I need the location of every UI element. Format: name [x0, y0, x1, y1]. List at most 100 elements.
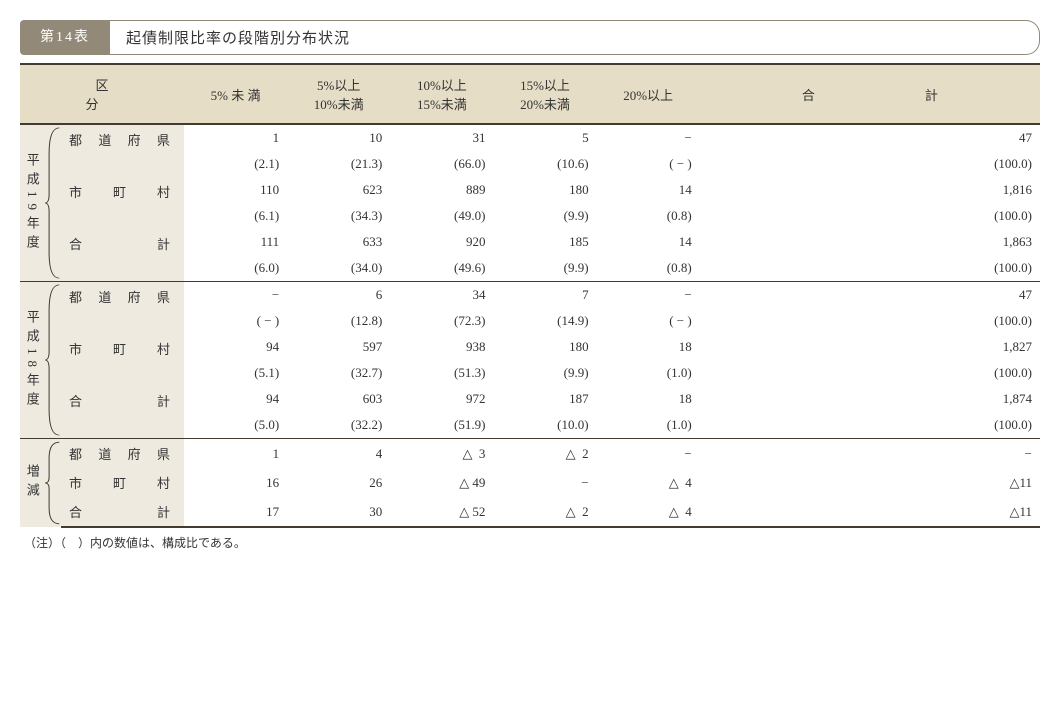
cell: (100.0) — [700, 360, 1040, 386]
cat-todo: 都 道 府 県 — [61, 439, 184, 469]
cell: 5 — [493, 124, 596, 151]
col-c5: 20%以上 — [597, 64, 700, 124]
cell: (1.0) — [597, 412, 700, 439]
cell: (10.0) — [493, 412, 596, 439]
cell: 180 — [493, 334, 596, 360]
h19-shi-v: 市 町 村 110 623 889 180 14 1,816 — [20, 177, 1040, 203]
cell: 16 — [184, 468, 287, 497]
cat-shi: 市 町 村 — [61, 177, 184, 229]
c3-l1: 10%以上 — [417, 78, 467, 93]
cell: 10 — [287, 124, 390, 151]
cell: 187 — [493, 386, 596, 412]
cell: 47 — [700, 282, 1040, 309]
h18-shi-v: 市 町 村 94 597 938 180 18 1,827 — [20, 334, 1040, 360]
cell: − — [597, 439, 700, 469]
cell: (9.9) — [493, 360, 596, 386]
cell: △11 — [700, 497, 1040, 527]
cell: 4 — [287, 439, 390, 469]
cell: (32.2) — [287, 412, 390, 439]
cell: (6.0) — [184, 255, 287, 282]
cell: (5.0) — [184, 412, 287, 439]
cell: 26 — [287, 468, 390, 497]
cell: 185 — [493, 229, 596, 255]
cell: (9.9) — [493, 203, 596, 229]
cat-gk: 合 計 — [61, 497, 184, 527]
cell: △ 49 — [390, 468, 493, 497]
cell: (72.3) — [390, 308, 493, 334]
h19-gk-v: 合 計 111 633 920 185 14 1,863 — [20, 229, 1040, 255]
cell: 18 — [597, 334, 700, 360]
cell: 1 — [184, 124, 287, 151]
table-14-wrapper: 第14表 起債制限比率の段階別分布状況 区 分 5% 未 満 5%以上 10%未… — [20, 20, 1040, 551]
cell: △ 4 — [597, 468, 700, 497]
cat-shi: 市 町 村 — [61, 334, 184, 386]
cell: 94 — [184, 386, 287, 412]
col-c1: 5% 未 満 — [184, 64, 287, 124]
header-row: 区 分 5% 未 満 5%以上 10%未満 10%以上 15%未満 15%以上 … — [20, 64, 1040, 124]
cell: (10.6) — [493, 151, 596, 177]
cell: (21.3) — [287, 151, 390, 177]
cell: (34.0) — [287, 255, 390, 282]
c2-l1: 5%以上 — [317, 78, 360, 93]
cell: 633 — [287, 229, 390, 255]
cell: (49.6) — [390, 255, 493, 282]
cell: (66.0) — [390, 151, 493, 177]
cell: 31 — [390, 124, 493, 151]
h18-todo-v: 平成18年度 都 道 府 県 − 6 34 7 − 47 — [20, 282, 1040, 309]
cell: (32.7) — [287, 360, 390, 386]
cell: (14.9) — [493, 308, 596, 334]
cell: (49.0) — [390, 203, 493, 229]
cell: − — [700, 439, 1040, 469]
cell: − — [184, 282, 287, 309]
cell: ( − ) — [597, 151, 700, 177]
cell: 603 — [287, 386, 390, 412]
cell: − — [493, 468, 596, 497]
cell: (100.0) — [700, 412, 1040, 439]
cat-shi: 市 町 村 — [61, 468, 184, 497]
cell: (51.3) — [390, 360, 493, 386]
cell: (5.1) — [184, 360, 287, 386]
title-tab: 第14表 — [20, 20, 110, 55]
zg-shi: 市 町 村 16 26 △ 49 − △ 4 △11 — [20, 468, 1040, 497]
title-text: 起債制限比率の段階別分布状況 — [110, 20, 1040, 55]
cat-gk: 合 計 — [61, 229, 184, 282]
cell: 30 — [287, 497, 390, 527]
title-bar: 第14表 起債制限比率の段階別分布状況 — [20, 20, 1040, 55]
cat-todo: 都 道 府 県 — [61, 282, 184, 335]
cell: 920 — [390, 229, 493, 255]
cell: 938 — [390, 334, 493, 360]
cell: 972 — [390, 386, 493, 412]
cell: 1,863 — [700, 229, 1040, 255]
cell: 14 — [597, 177, 700, 203]
c4-l2: 20%未満 — [520, 97, 570, 112]
cell: 1 — [184, 439, 287, 469]
cell: 94 — [184, 334, 287, 360]
cell: △ 4 — [597, 497, 700, 527]
col-goukei: 合 計 — [700, 64, 1040, 124]
cell: △ 2 — [493, 439, 596, 469]
cell: 180 — [493, 177, 596, 203]
bracket-icon — [45, 282, 61, 439]
cell: (12.8) — [287, 308, 390, 334]
cell: 889 — [390, 177, 493, 203]
cell: − — [597, 282, 700, 309]
h19-label: 平成19年度 — [20, 124, 45, 282]
cell: 17 — [184, 497, 287, 527]
cell: (0.8) — [597, 203, 700, 229]
cell: (100.0) — [700, 308, 1040, 334]
zg-label: 増減 — [20, 439, 45, 528]
zg-todo: 増減 都 道 府 県 1 4 △ 3 △ 2 − − — [20, 439, 1040, 469]
cell: 110 — [184, 177, 287, 203]
cell: 47 — [700, 124, 1040, 151]
c3-l2: 15%未満 — [417, 97, 467, 112]
bracket-icon — [45, 124, 61, 282]
cell: (0.8) — [597, 255, 700, 282]
zg-gk: 合 計 17 30 △ 52 △ 2 △ 4 △11 — [20, 497, 1040, 527]
cell: ( − ) — [597, 308, 700, 334]
h19-todo-v: 平成19年度 都 道 府 県 1 10 31 5 − 47 — [20, 124, 1040, 151]
h18-gk-v: 合 計 94 603 972 187 18 1,874 — [20, 386, 1040, 412]
cell: 18 — [597, 386, 700, 412]
cell: 14 — [597, 229, 700, 255]
cell: − — [597, 124, 700, 151]
col-kubun: 区 分 — [20, 64, 184, 124]
